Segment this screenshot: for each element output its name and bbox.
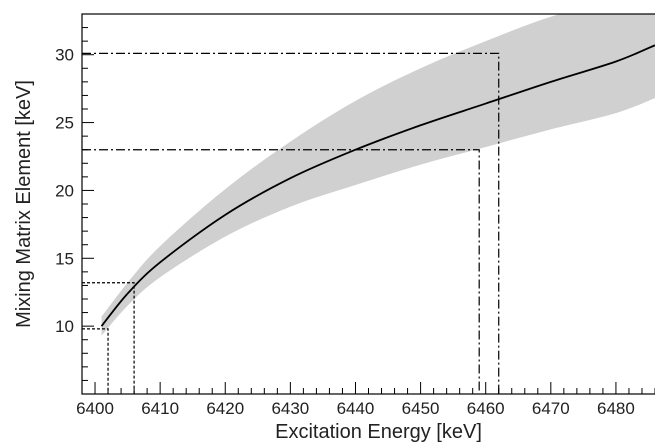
guide-line-dotted-2 [82,282,135,394]
x-axis-label: Excitation Energy [keV] [275,421,482,443]
x-tick-label: 6400 [76,399,114,418]
y-axis-ticks: 10 15 20 25 30 [55,13,94,381]
guide-line-dash-dot-4 [82,52,500,394]
x-tick-label: 6420 [206,399,244,418]
y-tick-label: 30 [55,46,74,65]
y-tick-label: 20 [55,181,74,200]
y-axis-label: Mixing Matrix Element [keV] [13,80,35,328]
x-tick-label: 6470 [532,399,570,418]
annotation-layer [82,52,500,394]
guide-line-dash-dot-3 [82,149,480,394]
y-tick-label: 10 [55,317,74,336]
y-tick-label: 15 [55,249,74,268]
x-axis-ticks: 6400 6410 6420 6430 6440 6450 6460 6470 6480 [76,382,655,418]
band-layer [101,14,655,336]
guide-line-dotted-1 [82,328,109,394]
x-tick-label: 6480 [597,399,635,418]
y-tick-label: 25 [55,114,74,133]
x-tick-label: 6430 [271,399,309,418]
uncertainty-band [101,14,655,336]
x-tick-label: 6450 [402,399,440,418]
x-tick-label: 6440 [337,399,375,418]
x-tick-label: 6410 [141,399,179,418]
x-tick-label: 6460 [467,399,505,418]
